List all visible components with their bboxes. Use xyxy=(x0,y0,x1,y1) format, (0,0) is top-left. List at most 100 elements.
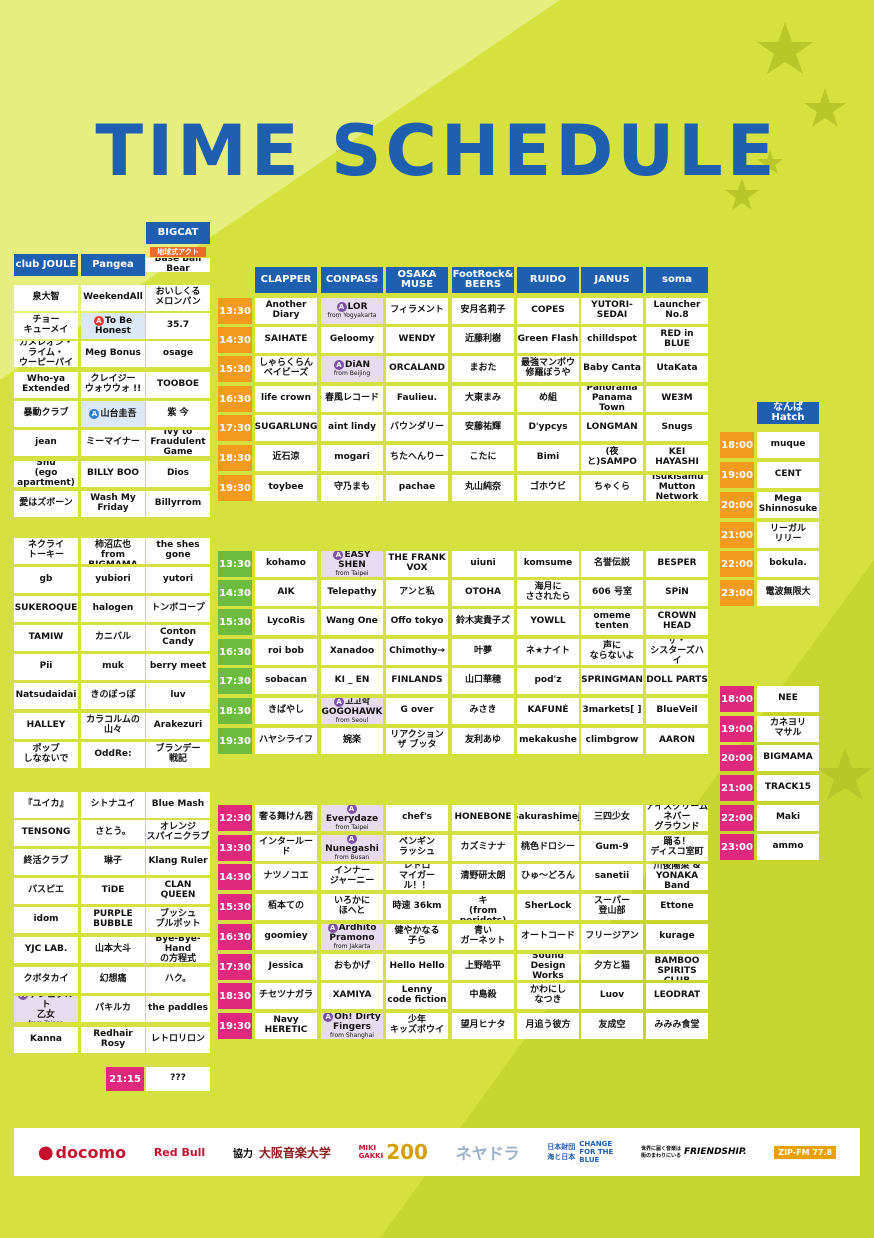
venue-header-label: RUIDO xyxy=(529,273,567,285)
stage-act-label: aint lindy xyxy=(328,422,376,433)
time-slot-label: 18:00 xyxy=(721,439,753,451)
stage-act-label: SPRINGMAN xyxy=(581,675,643,686)
time-slot-label: 21:00 xyxy=(721,782,753,794)
pangea-act: シトナユイ xyxy=(81,792,145,818)
hatch-act: Mega Shinnosuke xyxy=(757,492,819,518)
stage-act-label: 少年 キッズボウイ xyxy=(389,1015,444,1035)
stage-act: ネ★ナイト xyxy=(517,639,579,665)
stage-act: life crown xyxy=(255,386,317,412)
time-slot: 14:30 xyxy=(218,580,252,606)
time-slot-label: 19:00 xyxy=(721,723,753,735)
sponsor-footer: ● docomo Red Bull 協力 大阪音楽大学 MIKI GAKKI 200 … xyxy=(14,1128,860,1176)
stage-act: 近石涼 xyxy=(255,445,317,471)
venue-header-joule: club JOULE xyxy=(14,254,78,276)
stage-act: D'ypcys xyxy=(517,415,579,441)
stage-act-label: SherLock xyxy=(524,901,572,912)
stage-act-label: オートコード xyxy=(520,931,575,942)
joule-act-label: パスピエ xyxy=(27,885,64,896)
stage-act-label: kurage xyxy=(659,931,695,942)
hatch-act-label: 電波無限大 xyxy=(765,587,811,598)
stage-act-label: ANunegashi xyxy=(325,835,379,855)
time-slot: 14:30 xyxy=(218,864,252,890)
stage-act: Panorama Panama Town xyxy=(581,386,643,412)
stage-act: A LOR from Yogyakarta xyxy=(321,298,383,324)
stage-act-label: アイスクリーム ネバー グラウンド xyxy=(646,805,708,831)
asia-tag-icon: A xyxy=(327,924,338,934)
stage-act-label: 丸山純奈 xyxy=(464,482,501,493)
venue-header: soma xyxy=(646,267,708,293)
bigcat-act: Bye-Bye-Hand の方程式 xyxy=(146,937,210,963)
stage-act-label: omeme tenten xyxy=(593,611,631,631)
stage-act-label: THE BAMBOO SPIRITS CLUB xyxy=(654,954,700,980)
stage-act-label: WE3M xyxy=(661,393,693,404)
bigcat-act: osage xyxy=(146,341,210,367)
joule-act: TAMIW xyxy=(14,625,78,651)
hatch-act: カネヨリ マサル xyxy=(757,716,819,742)
joule-act: jean xyxy=(14,430,78,456)
stage-act-label: Geloomy xyxy=(329,334,375,345)
bigcat-note: 地球式アクト xyxy=(150,247,206,257)
stage-act-label: A LOR xyxy=(336,302,368,313)
stage-act: roi bob xyxy=(255,639,317,665)
hatch-act: 電波無限大 xyxy=(757,580,819,606)
bigcat-act: the paddles xyxy=(146,996,210,1022)
stage-act-label: ザ・ シスターズハイ xyxy=(650,639,704,665)
joule-act: ポップ しなないで xyxy=(14,742,78,768)
stage-act: BlueVeil xyxy=(646,698,708,724)
bigcat-act-label: 紫 今 xyxy=(167,408,189,419)
stage-act: aint lindy xyxy=(321,415,383,441)
joule-act-label: YJC LAB. xyxy=(24,944,68,955)
time-slot-label: 17:30 xyxy=(219,961,251,973)
pangea-act-label: 琳子 xyxy=(103,856,122,867)
stage-act-label: ネ★ナイト xyxy=(525,646,571,657)
bigcat-act-label: Conton Candy xyxy=(159,627,197,647)
star-icons xyxy=(725,22,873,800)
joule-act: SUKEROQUE xyxy=(14,596,78,622)
stage-act-label: みみみ食堂 xyxy=(654,1020,700,1031)
stage-act: 3markets[ ] xyxy=(581,698,643,724)
pangea-act: パキルカ xyxy=(81,996,145,1022)
venue-header: FootRock& BEERS xyxy=(452,267,514,293)
time-slot: 16:30 xyxy=(218,386,252,412)
pangea-act: halogen xyxy=(81,596,145,622)
asia-tag-icon: A xyxy=(334,698,345,708)
hatch-act-label: muque xyxy=(770,439,806,450)
stage-act-label: UtaKata xyxy=(656,363,698,374)
pangea-act-label: TiDE xyxy=(101,885,125,896)
stage-act: フィラメント xyxy=(386,298,448,324)
bigcat-act-label: Billyrrom xyxy=(154,498,202,509)
stage-act-label: mogari xyxy=(334,452,370,463)
stage-act-label: A 고고학 GOGOHAWK xyxy=(321,698,383,718)
stage-act: いろかに ほへと xyxy=(321,894,383,920)
asia-tag-icon: A xyxy=(93,315,104,326)
stage-act: 時速 36km xyxy=(386,894,448,920)
pangea-act-label: muk xyxy=(102,661,124,672)
joule-act-label: 愛はズボーン xyxy=(19,498,73,509)
stage-act-label: Baby Canta xyxy=(583,363,641,374)
stage-act-label: 春風レコード xyxy=(324,393,379,404)
stage-act-label: YOWLL xyxy=(530,616,566,627)
bigcat-act-label: Base Ball Bear xyxy=(154,258,202,272)
stage-act: (夜と)SAMPO xyxy=(581,445,643,471)
time-slot-label: 14:30 xyxy=(219,334,251,346)
pangea-act: カニバル xyxy=(81,625,145,651)
stage-act: インナー ジャーニー xyxy=(321,864,383,890)
stage-act-label: komsume xyxy=(523,558,573,569)
stage-act-label: 安月名莉子 xyxy=(460,305,506,316)
joule-act-label: クボタカイ xyxy=(23,974,69,985)
bigcat-act: ハク。 xyxy=(146,967,210,993)
stage-act: Snugs xyxy=(646,415,708,441)
time-slot: 19:30 xyxy=(218,1013,252,1039)
bigcat-act: おいしくる メロンパン xyxy=(146,285,210,311)
stage-act: UtaKata xyxy=(646,356,708,382)
stage-act-label: A DiAN xyxy=(333,360,370,371)
stage-act: オートコード xyxy=(517,924,579,950)
stage-act: 上野皓平 xyxy=(452,954,514,980)
time-slot-label: 21:15 xyxy=(109,1073,141,1085)
time-slot: 19:00 xyxy=(720,716,754,742)
time-slot: 13:30 xyxy=(218,298,252,324)
time-slot-label: 18:30 xyxy=(219,452,251,464)
joule-act: パスピエ xyxy=(14,878,78,904)
stage-act: 清野研太朗 xyxy=(452,864,514,890)
pangea-act-label: BILLY BOO xyxy=(86,468,140,479)
